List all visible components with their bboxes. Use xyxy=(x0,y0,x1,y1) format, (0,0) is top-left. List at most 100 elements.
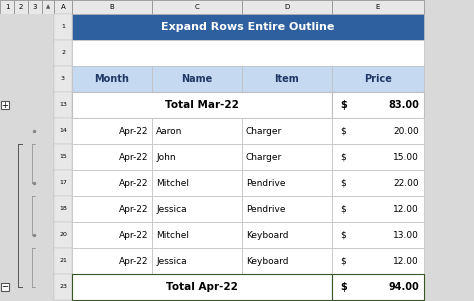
Text: 1: 1 xyxy=(61,24,65,29)
Bar xyxy=(54,118,72,144)
Text: $: $ xyxy=(340,231,346,240)
Text: Name: Name xyxy=(182,74,213,84)
Bar xyxy=(54,196,72,222)
Text: Charger: Charger xyxy=(246,153,282,162)
Bar xyxy=(1,101,9,109)
Bar xyxy=(152,118,242,144)
Bar xyxy=(72,248,152,274)
Bar xyxy=(72,0,152,14)
Text: Apr-22: Apr-22 xyxy=(118,126,148,135)
Bar xyxy=(72,170,152,196)
Bar xyxy=(332,196,424,222)
Text: Keyboard: Keyboard xyxy=(246,231,289,240)
Text: Pendrive: Pendrive xyxy=(246,178,285,188)
Text: Apr-22: Apr-22 xyxy=(118,204,148,213)
Text: 23: 23 xyxy=(59,284,67,290)
Text: Expand Rows Entire Outline: Expand Rows Entire Outline xyxy=(161,22,335,32)
Text: Pendrive: Pendrive xyxy=(246,204,285,213)
Text: Aaron: Aaron xyxy=(156,126,182,135)
Bar xyxy=(72,92,332,118)
Bar xyxy=(54,14,72,300)
Bar xyxy=(1,283,9,291)
Text: 1: 1 xyxy=(5,4,9,10)
Text: 21: 21 xyxy=(59,259,67,263)
Bar xyxy=(72,196,152,222)
Bar xyxy=(54,144,72,170)
Text: 94.00: 94.00 xyxy=(388,282,419,292)
Text: ▲: ▲ xyxy=(46,5,50,10)
Text: 2: 2 xyxy=(61,51,65,55)
Bar xyxy=(152,222,242,248)
Bar xyxy=(54,274,72,300)
Text: 17: 17 xyxy=(59,181,67,185)
Bar xyxy=(72,144,152,170)
Bar xyxy=(72,222,152,248)
Text: Month: Month xyxy=(94,74,129,84)
Bar xyxy=(0,0,14,14)
Text: 3: 3 xyxy=(33,4,37,10)
Bar xyxy=(242,0,332,14)
Text: C: C xyxy=(195,4,200,10)
Text: Total Apr-22: Total Apr-22 xyxy=(166,282,238,292)
Text: 22.00: 22.00 xyxy=(393,178,419,188)
Text: 83.00: 83.00 xyxy=(388,100,419,110)
Bar xyxy=(54,92,72,118)
Text: 14: 14 xyxy=(59,129,67,134)
Text: Jessica: Jessica xyxy=(156,204,187,213)
Text: $: $ xyxy=(340,204,346,213)
Bar xyxy=(54,66,72,92)
Bar xyxy=(332,0,424,14)
Bar xyxy=(72,40,424,66)
Bar xyxy=(72,274,332,300)
Text: B: B xyxy=(109,4,114,10)
Bar xyxy=(242,66,332,92)
Text: Mitchel: Mitchel xyxy=(156,231,189,240)
Bar xyxy=(242,222,332,248)
Bar xyxy=(242,118,332,144)
Bar xyxy=(332,222,424,248)
Text: Mitchel: Mitchel xyxy=(156,178,189,188)
Text: Keyboard: Keyboard xyxy=(246,256,289,265)
Bar xyxy=(242,248,332,274)
Text: 12.00: 12.00 xyxy=(393,204,419,213)
Text: 13.00: 13.00 xyxy=(393,231,419,240)
Text: E: E xyxy=(376,4,380,10)
Text: $: $ xyxy=(340,153,346,162)
Text: Apr-22: Apr-22 xyxy=(118,256,148,265)
Text: John: John xyxy=(156,153,176,162)
Bar xyxy=(332,170,424,196)
Bar xyxy=(152,144,242,170)
Text: D: D xyxy=(284,4,290,10)
Bar xyxy=(152,170,242,196)
Bar xyxy=(72,66,152,92)
Text: Apr-22: Apr-22 xyxy=(118,153,148,162)
Text: 13: 13 xyxy=(59,103,67,107)
Bar xyxy=(332,92,424,118)
Text: $: $ xyxy=(340,256,346,265)
Bar xyxy=(332,248,424,274)
Bar xyxy=(332,66,424,92)
Bar xyxy=(72,14,424,40)
Text: 2: 2 xyxy=(19,4,23,10)
Bar xyxy=(0,14,54,300)
Text: A: A xyxy=(61,4,65,10)
Bar xyxy=(242,196,332,222)
Text: $: $ xyxy=(340,126,346,135)
Bar xyxy=(152,196,242,222)
Text: 12.00: 12.00 xyxy=(393,256,419,265)
Bar xyxy=(28,0,42,14)
Bar xyxy=(14,0,28,14)
Bar xyxy=(242,170,332,196)
Bar xyxy=(42,0,54,14)
Text: Apr-22: Apr-22 xyxy=(118,178,148,188)
Bar xyxy=(152,66,242,92)
Bar xyxy=(152,0,242,14)
Bar xyxy=(54,14,72,40)
Text: Apr-22: Apr-22 xyxy=(118,231,148,240)
Bar xyxy=(54,222,72,248)
Bar xyxy=(242,144,332,170)
Bar xyxy=(54,248,72,274)
Text: Charger: Charger xyxy=(246,126,282,135)
Text: $: $ xyxy=(340,282,347,292)
Bar xyxy=(332,118,424,144)
